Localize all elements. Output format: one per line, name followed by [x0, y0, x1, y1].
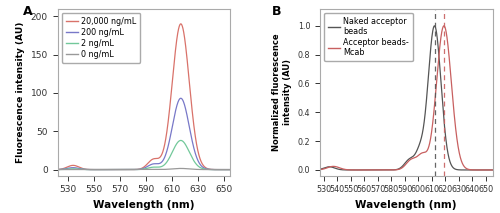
- Text: A: A: [23, 5, 32, 18]
- X-axis label: Wavelength (nm): Wavelength (nm): [93, 200, 194, 210]
- Text: B: B: [272, 5, 281, 18]
- X-axis label: Wavelength (nm): Wavelength (nm): [356, 200, 457, 210]
- Legend: 20,000 ng/mL, 200 ng/mL, 2 ng/mL, 0 ng/mL: 20,000 ng/mL, 200 ng/mL, 2 ng/mL, 0 ng/m…: [62, 13, 140, 63]
- Y-axis label: Normalized fluorescence
intensity (AU): Normalized fluorescence intensity (AU): [272, 33, 292, 151]
- Y-axis label: Fluorescence intensity (AU): Fluorescence intensity (AU): [16, 22, 25, 163]
- Legend: Naked acceptor
beads, Acceptor beads-
Mcab: Naked acceptor beads, Acceptor beads- Mc…: [324, 13, 413, 61]
